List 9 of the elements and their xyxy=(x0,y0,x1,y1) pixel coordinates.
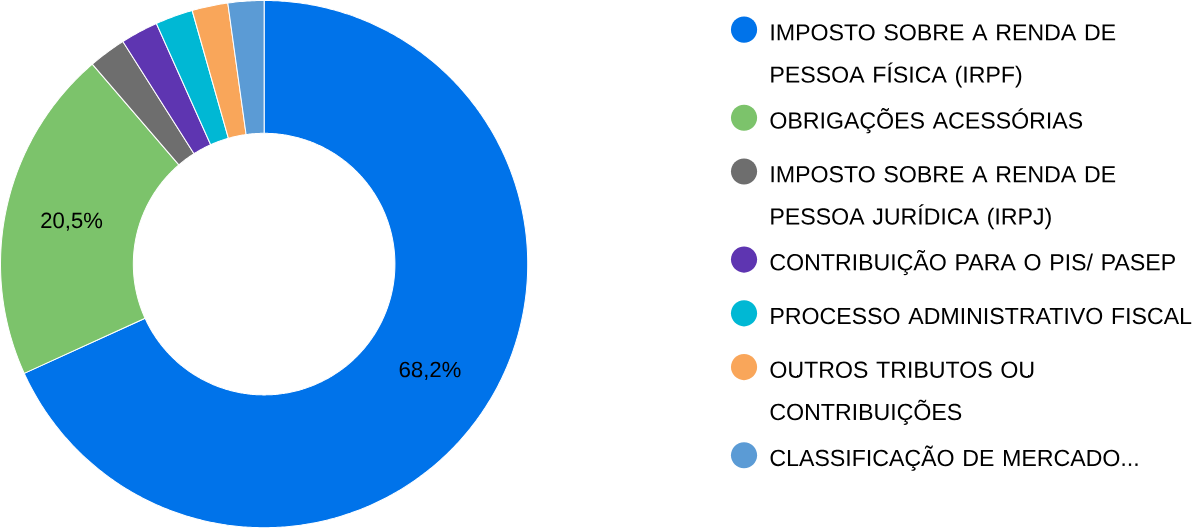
legend-label: PROCESSO ADMINISTRATIVO FISCAL xyxy=(771,307,1192,325)
data-label: 20,5% xyxy=(41,212,103,231)
data-label: 68,2% xyxy=(399,361,461,380)
legend-label: IMPOSTO SOBRE A RENDA DE PESSOA FÍSICA (IRPF) xyxy=(771,24,1116,88)
legend-label: IMPOSTO SOBRE A RENDA DE PESSOA JURÍDICA (IRPJ) xyxy=(771,165,1116,230)
legend-label: OBRIGAÇÕES ACESSÓRIAS xyxy=(770,108,1083,134)
legend-label: CLASSIFICAÇÃO DE MERCADO... xyxy=(770,445,1138,471)
legend-label: CONTRIBUIÇÃO PARA O PIS/ PASEP xyxy=(770,249,1175,276)
legend-label: OUTROS TRIBUTOS OU CONTRIBUIÇÕES xyxy=(770,361,1034,425)
